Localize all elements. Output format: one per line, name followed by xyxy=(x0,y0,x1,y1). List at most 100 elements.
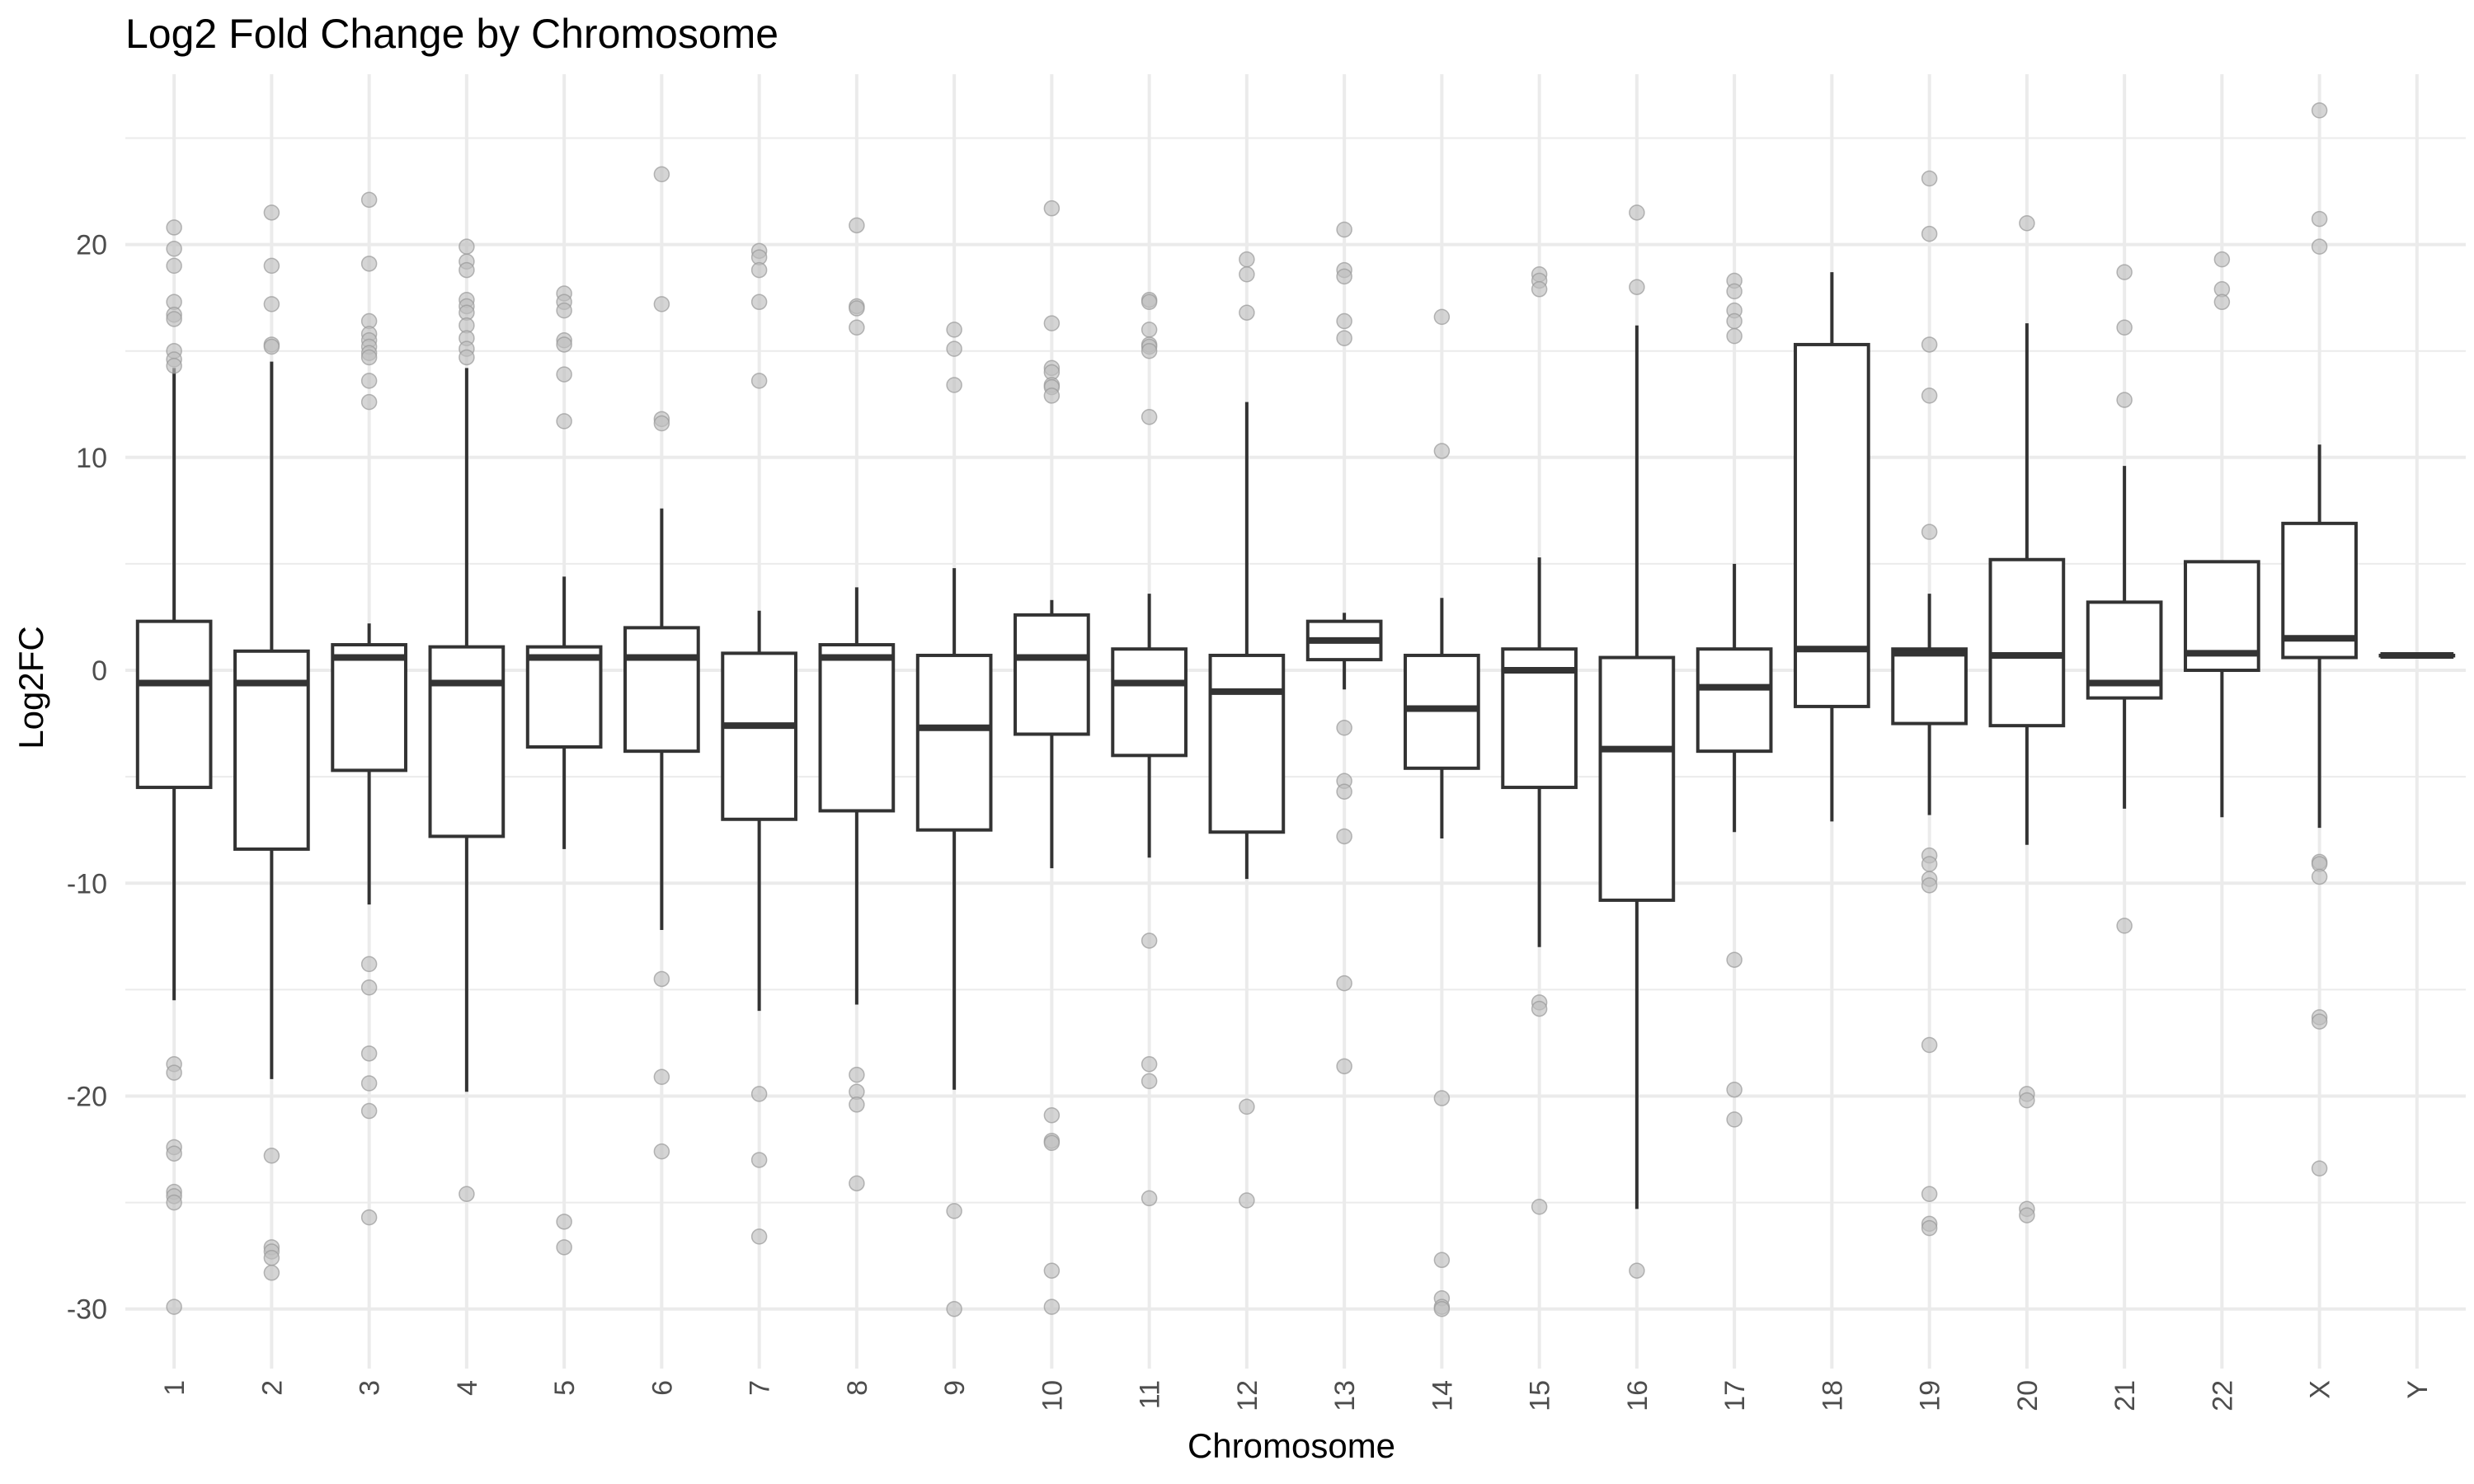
box-19 xyxy=(1891,594,1968,815)
outlier-point xyxy=(360,1075,378,1092)
box-body xyxy=(428,645,506,838)
outlier-point xyxy=(1531,1199,1548,1215)
outlier-point xyxy=(1726,1081,1743,1098)
outlier-point xyxy=(556,302,572,319)
outlier-point xyxy=(166,219,182,236)
y-axis-ticks: 20 10 0 -10 -20 -30 xyxy=(67,230,107,1326)
outlier-point xyxy=(459,261,475,279)
x-tick-label: 8 xyxy=(842,1380,873,1396)
box-18 xyxy=(1794,272,1870,822)
x-tick-label: X xyxy=(2305,1380,2336,1399)
outlier-point xyxy=(1921,1219,1938,1237)
outlier-point xyxy=(1433,443,1451,459)
x-tick-label: 13 xyxy=(1329,1380,1361,1411)
outlier-point xyxy=(2311,868,2328,885)
outlier-point xyxy=(1726,951,1743,968)
outlier-point xyxy=(263,1148,280,1164)
outlier-point xyxy=(2116,918,2133,934)
outlier-point xyxy=(263,257,280,275)
outlier-point xyxy=(1239,251,1255,268)
x-tick-label: 9 xyxy=(939,1380,971,1396)
outlier-point xyxy=(1726,312,1743,330)
outlier-point xyxy=(653,1143,670,1160)
x-tick-label: 2 xyxy=(256,1380,288,1396)
outlier-point xyxy=(1433,1252,1451,1269)
outlier-point xyxy=(1921,387,1938,404)
outlier-point xyxy=(1336,268,1352,285)
outlier-point xyxy=(1726,283,1743,300)
outlier-point xyxy=(2019,1092,2035,1109)
outlier-points xyxy=(166,102,2328,1317)
outlier-point xyxy=(360,191,378,209)
x-tick-label: 1 xyxy=(159,1380,190,1396)
box-8 xyxy=(818,587,896,1005)
outlier-point xyxy=(1141,932,1158,949)
box-7 xyxy=(721,610,797,1012)
outlier-point xyxy=(360,956,378,973)
outlier-point xyxy=(166,1064,182,1081)
outlier-point xyxy=(166,1298,182,1315)
outlier-point xyxy=(1921,336,1938,353)
outlier-point xyxy=(1239,1192,1255,1209)
outlier-point xyxy=(2311,1160,2328,1177)
outlier-point xyxy=(849,1066,865,1083)
outlier-point xyxy=(1336,312,1352,330)
outlier-point xyxy=(2311,1013,2328,1030)
outlier-point xyxy=(653,166,670,183)
outlier-point xyxy=(556,366,572,383)
outlier-point xyxy=(1043,1262,1061,1279)
box-14 xyxy=(1404,598,1480,839)
outlier-point xyxy=(653,296,670,312)
outlier-point xyxy=(166,1194,182,1211)
box-16 xyxy=(1598,325,1676,1209)
outlier-point xyxy=(263,1265,280,1281)
box-5 xyxy=(525,576,603,849)
x-axis-ticks: 1 2 3 4 5 6 7 8 9 10 11 12 13 14 15 16 17 18 19 20 21 22 X Y xyxy=(159,1380,2434,1411)
box-body xyxy=(1891,647,1968,726)
x-tick-label: 17 xyxy=(1719,1380,1751,1411)
box-body xyxy=(1111,647,1188,758)
x-tick-label: 11 xyxy=(1135,1380,1166,1409)
box-Y xyxy=(2378,651,2456,659)
outlier-point xyxy=(1531,281,1548,298)
outlier-point xyxy=(1043,1134,1061,1152)
outlier-point xyxy=(2116,264,2133,280)
outlier-point xyxy=(1336,719,1352,736)
outlier-point xyxy=(2311,210,2328,228)
outlier-point xyxy=(653,415,670,432)
box-3 xyxy=(331,623,407,905)
box-body xyxy=(525,645,603,749)
outlier-point xyxy=(849,217,865,234)
box-22 xyxy=(2184,560,2260,818)
outlier-point xyxy=(360,1209,378,1226)
box-21 xyxy=(2086,466,2163,809)
outlier-point xyxy=(946,322,962,338)
x-tick-label: 6 xyxy=(647,1380,678,1396)
outlier-point xyxy=(1141,1190,1158,1207)
outlier-point xyxy=(556,413,572,430)
outlier-point xyxy=(750,1228,768,1245)
outlier-point xyxy=(1433,1300,1451,1317)
box-body xyxy=(331,643,407,773)
outlier-point xyxy=(1629,1262,1645,1279)
x-tick-label: 16 xyxy=(1622,1380,1653,1411)
outlier-point xyxy=(459,238,475,255)
outlier-point xyxy=(849,300,865,317)
outlier-point xyxy=(849,1097,865,1113)
outlier-point xyxy=(1433,1090,1451,1106)
box-13 xyxy=(1305,613,1383,690)
outlier-point xyxy=(1921,225,1938,242)
outlier-point xyxy=(1336,783,1352,800)
x-tick-label: 14 xyxy=(1427,1380,1458,1411)
outlier-point xyxy=(556,1239,572,1256)
box-body xyxy=(818,643,896,813)
outlier-point xyxy=(263,338,280,355)
outlier-point xyxy=(1141,342,1158,359)
box-20 xyxy=(1988,323,2066,845)
outlier-point xyxy=(1141,294,1158,311)
x-tick-label: 15 xyxy=(1525,1380,1556,1411)
outlier-point xyxy=(360,256,378,272)
y-tick-label: 20 xyxy=(76,230,107,261)
outlier-point xyxy=(166,358,182,374)
